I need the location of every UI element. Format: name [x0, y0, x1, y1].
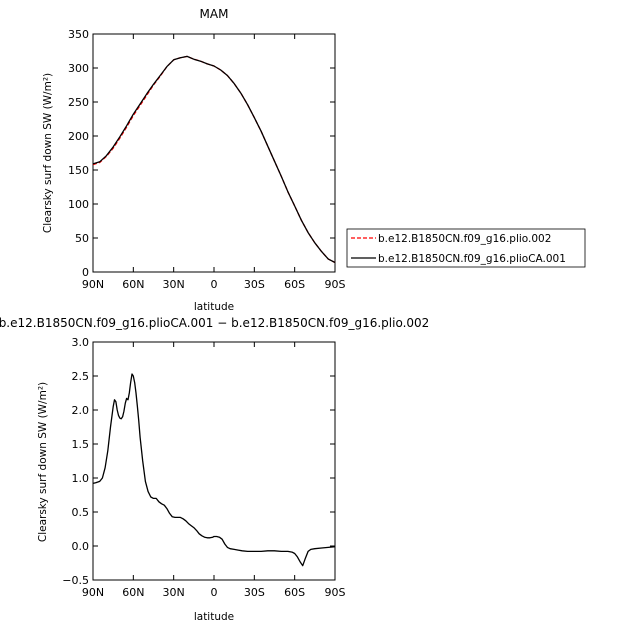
bottom-chart-xtick-label: 90S	[325, 586, 346, 599]
top-chart-ytick-label: 0	[82, 266, 89, 279]
legend-label-plioca: b.e12.B1850CN.f09_g16.plioCA.001	[378, 253, 566, 265]
top-chart-ytick-label: 150	[68, 164, 89, 177]
top-chart-xtick-label: 60S	[284, 278, 305, 291]
top-chart: MAM 0 50 100 150 200 250 300 350 90N 60N 30N 0 30S 60…	[42, 7, 346, 313]
bottom-chart-xtick-label: 60S	[284, 586, 305, 599]
bottom-chart-xtick-label: 30S	[244, 586, 265, 599]
legend: b.e12.B1850CN.f09_g16.plio.002 b.e12.B18…	[346, 228, 586, 268]
bottom-chart-ytick-label: 2.5	[72, 370, 90, 383]
top-chart-ytick-label: 50	[75, 232, 89, 245]
bottom-chart-xtick-label: 30N	[163, 586, 185, 599]
legend-label-plio: b.e12.B1850CN.f09_g16.plio.002	[378, 233, 551, 245]
bottom-chart-xlabel: latitude	[194, 611, 234, 623]
bottom-chart-ytick-label: 0.5	[72, 506, 90, 519]
top-chart-ylabel: Clearsky surf down SW (W/m²)	[42, 73, 54, 233]
top-chart-series-line-1	[92, 55, 336, 264]
bottom-plot-area: −0.5 0.0 0.5 1.0 1.5 2.0 2.5 3.0 90N 60N 30N 0 30S 60…	[62, 336, 345, 599]
top-chart-ytick-label: 300	[68, 62, 89, 75]
top-chart-xtick-label: 30S	[244, 278, 265, 291]
bottom-chart-ytick-label: 3.0	[72, 336, 90, 349]
bottom-chart-title: b.e12.B1850CN.f09_g16.plioCA.001 − b.e12…	[0, 316, 429, 330]
top-chart-ytick-label: 200	[68, 130, 89, 143]
top-plot-area: 0 50 100 150 200 250 300 350 90N 60N 30N 0 30S 60S 90S	[68, 28, 346, 291]
bottom-chart-ytick-label: 0.0	[72, 540, 90, 553]
top-chart-series-line-0	[92, 55, 336, 264]
top-chart-ytick-label: 350	[68, 28, 89, 41]
bottom-chart-ytick-label: 2.0	[72, 404, 90, 417]
top-chart-xtick-label: 90N	[82, 278, 104, 291]
top-chart-xlabel: latitude	[194, 301, 234, 313]
bottom-chart-frame	[92, 341, 336, 581]
top-chart-xtick-label: 0	[211, 278, 218, 291]
bottom-chart-ytick-label: −0.5	[62, 574, 89, 587]
bottom-chart-ylabel: Clearsky surf down SW (W/m²)	[37, 382, 49, 542]
top-chart-xtick-label: 90S	[325, 278, 346, 291]
top-chart-xtick-label: 30N	[163, 278, 185, 291]
bottom-chart-ytick-label: 1.5	[72, 438, 90, 451]
bottom-chart-xtick-label: 60N	[122, 586, 144, 599]
top-chart-frame	[92, 33, 336, 273]
bottom-chart: b.e12.B1850CN.f09_g16.plioCA.001 − b.e12…	[0, 316, 429, 623]
top-chart-xtick-label: 60N	[122, 278, 144, 291]
bottom-chart-ytick-label: 1.0	[72, 472, 90, 485]
bottom-chart-xtick-label: 0	[211, 586, 218, 599]
legend-box	[346, 228, 586, 268]
top-chart-ytick-label: 250	[68, 96, 89, 109]
bottom-chart-xtick-label: 90N	[82, 586, 104, 599]
top-chart-ytick-label: 100	[68, 198, 89, 211]
bottom-chart-series-line-0	[92, 373, 336, 567]
top-chart-title: MAM	[200, 7, 229, 21]
